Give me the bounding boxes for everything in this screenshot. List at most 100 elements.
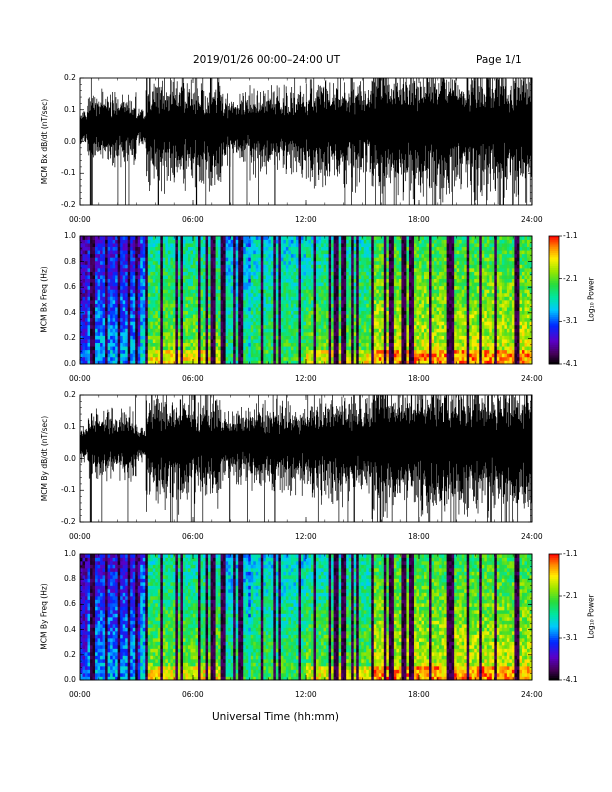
- heatmap-cell: [177, 332, 181, 336]
- heatmap-cell: [368, 289, 372, 294]
- heatmap-cell: [245, 260, 249, 265]
- heatmap-cell: [265, 307, 269, 312]
- heatmap-cell: [388, 328, 392, 333]
- heatmap-cell: [250, 285, 254, 290]
- heatmap-cell: [218, 339, 221, 344]
- heatmap-cell: [180, 324, 184, 329]
- heatmap-cell: [147, 339, 151, 344]
- heatmap-cell: [278, 321, 282, 326]
- heatmap-cell: [117, 289, 121, 294]
- heatmap-cell: [393, 317, 397, 322]
- heatmap-cell: [175, 236, 179, 240]
- heatmap-cell: [328, 285, 332, 290]
- heatmap-cell: [107, 268, 111, 272]
- heatmap-cell: [343, 260, 347, 265]
- heatmap-cell: [243, 289, 247, 294]
- heatmap-cell: [383, 342, 387, 347]
- heatmap-cell: [316, 346, 319, 351]
- heatmap-cell: [245, 321, 249, 326]
- heatmap-cell: [295, 271, 299, 276]
- heatmap-cell: [195, 307, 199, 312]
- heatmap-cell: [240, 328, 244, 333]
- heatmap-cell: [213, 321, 216, 326]
- heatmap-cell: [328, 332, 332, 336]
- heatmap-cell: [361, 324, 365, 329]
- heatmap-cell: [235, 264, 239, 269]
- heatmap-cell: [250, 250, 254, 255]
- heatmap-cell: [142, 243, 146, 248]
- heatmap-cell: [313, 324, 317, 329]
- heatmap-cell: [230, 335, 234, 340]
- heatmap-cell: [358, 250, 362, 255]
- heatmap-cell: [328, 360, 332, 365]
- heatmap-cell: [283, 285, 287, 290]
- heatmap-cell: [135, 239, 139, 244]
- heatmap-cell: [373, 264, 377, 269]
- heatmap-cell: [311, 289, 314, 294]
- heatmap-cell: [285, 278, 289, 283]
- heatmap-cell: [373, 236, 377, 240]
- heatmap-cell: [115, 324, 119, 329]
- heatmap-cell: [203, 285, 206, 290]
- heatmap-cell: [172, 278, 176, 283]
- heatmap-cell: [363, 243, 367, 248]
- heatmap-cell: [225, 346, 229, 351]
- heatmap-cell: [318, 335, 322, 340]
- heatmap-cell: [253, 339, 257, 344]
- heatmap-cell: [235, 307, 239, 312]
- heatmap-cell: [300, 317, 304, 322]
- heatmap-cell: [145, 282, 149, 287]
- heatmap-cell: [306, 310, 309, 315]
- heatmap-cell: [303, 335, 307, 340]
- heatmap-cell: [210, 332, 214, 336]
- heatmap-cell: [321, 328, 324, 333]
- heatmap-cell: [125, 271, 129, 276]
- heatmap-cell: [142, 317, 146, 322]
- heatmap-cell: [220, 342, 224, 347]
- heatmap-cell: [80, 324, 83, 329]
- heatmap-cell: [300, 346, 304, 351]
- heatmap-cell: [87, 236, 91, 240]
- heatmap-cell: [172, 257, 176, 262]
- heatmap-cell: [140, 356, 144, 361]
- heatmap-cell: [147, 321, 151, 326]
- heatmap-cell: [102, 307, 106, 312]
- heatmap-cell: [215, 356, 219, 361]
- heatmap-cell: [238, 268, 242, 272]
- heatmap-cell: [120, 264, 124, 269]
- heatmap-cell: [218, 253, 221, 258]
- heatmap-cell: [120, 257, 124, 262]
- heatmap-cell: [87, 328, 91, 333]
- heatmap-cell: [391, 339, 395, 344]
- heatmap-cell: [190, 239, 194, 244]
- heatmap-cell: [155, 250, 159, 255]
- heatmap-cell: [346, 289, 350, 294]
- heatmap-cell: [381, 356, 385, 361]
- heatmap-cell: [366, 303, 370, 308]
- heatmap-cell: [396, 310, 400, 315]
- heatmap-cell: [182, 285, 186, 290]
- heatmap-cell: [368, 243, 372, 248]
- heatmap-cell: [341, 324, 345, 329]
- heatmap-cell: [366, 257, 370, 262]
- heatmap-cell: [368, 271, 372, 276]
- heatmap-cell: [210, 314, 214, 319]
- heatmap-cell: [187, 328, 191, 333]
- heatmap-cell: [117, 346, 121, 351]
- heatmap-cell: [403, 278, 407, 283]
- heatmap-cell: [338, 339, 342, 344]
- heatmap-cell: [383, 300, 387, 304]
- heatmap-cell: [321, 243, 324, 248]
- heatmap-cell: [127, 328, 131, 333]
- heatmap-cell: [190, 253, 194, 258]
- heatmap-cell: [115, 236, 119, 240]
- heatmap-cell: [270, 332, 274, 336]
- heatmap-cell: [333, 321, 337, 326]
- heatmap-cell: [388, 268, 392, 272]
- heatmap-cell: [298, 346, 302, 351]
- heatmap-cell: [253, 260, 257, 265]
- heatmap-cell: [230, 349, 234, 354]
- heatmap-cell: [295, 310, 299, 315]
- heatmap-cell: [243, 342, 247, 347]
